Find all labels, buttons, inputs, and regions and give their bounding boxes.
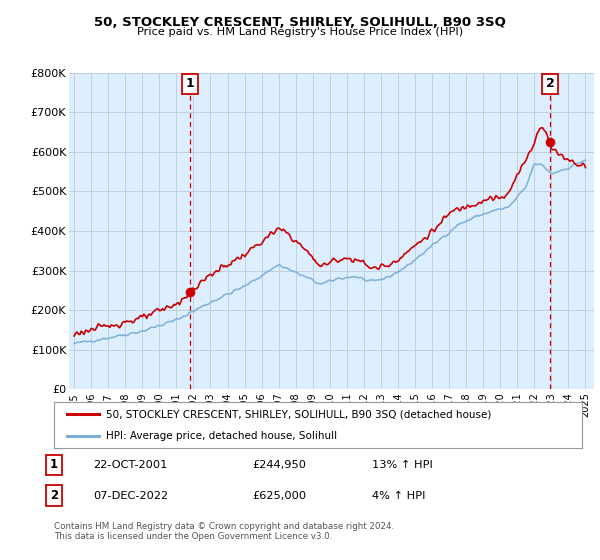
Text: 07-DEC-2022: 07-DEC-2022 <box>93 491 168 501</box>
Text: 4% ↑ HPI: 4% ↑ HPI <box>372 491 425 501</box>
Text: 2: 2 <box>50 489 58 502</box>
Text: Contains HM Land Registry data © Crown copyright and database right 2024.
This d: Contains HM Land Registry data © Crown c… <box>54 522 394 542</box>
Text: 1: 1 <box>186 77 194 90</box>
Text: £244,950: £244,950 <box>252 460 306 470</box>
Text: Price paid vs. HM Land Registry's House Price Index (HPI): Price paid vs. HM Land Registry's House … <box>137 27 463 37</box>
Text: HPI: Average price, detached house, Solihull: HPI: Average price, detached house, Soli… <box>106 431 337 441</box>
Text: 2: 2 <box>546 77 554 90</box>
Text: 50, STOCKLEY CRESCENT, SHIRLEY, SOLIHULL, B90 3SQ: 50, STOCKLEY CRESCENT, SHIRLEY, SOLIHULL… <box>94 16 506 29</box>
Text: 22-OCT-2001: 22-OCT-2001 <box>93 460 167 470</box>
Text: 13% ↑ HPI: 13% ↑ HPI <box>372 460 433 470</box>
Text: 50, STOCKLEY CRESCENT, SHIRLEY, SOLIHULL, B90 3SQ (detached house): 50, STOCKLEY CRESCENT, SHIRLEY, SOLIHULL… <box>106 409 491 419</box>
Text: £625,000: £625,000 <box>252 491 306 501</box>
Text: 1: 1 <box>50 458 58 472</box>
